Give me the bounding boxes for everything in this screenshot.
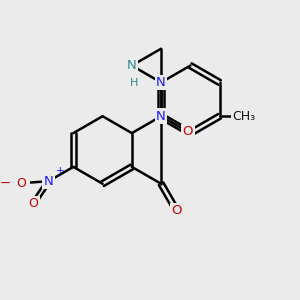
Text: N: N bbox=[127, 59, 137, 72]
Text: O: O bbox=[28, 197, 38, 210]
Text: H: H bbox=[130, 78, 138, 88]
Text: CH₃: CH₃ bbox=[232, 110, 255, 123]
Text: +: + bbox=[56, 166, 64, 176]
Text: O: O bbox=[171, 204, 182, 217]
Text: O: O bbox=[16, 177, 26, 190]
Text: O: O bbox=[183, 125, 193, 138]
Text: −: − bbox=[0, 177, 11, 190]
Text: N: N bbox=[156, 110, 166, 123]
Text: N: N bbox=[156, 76, 166, 89]
Text: N: N bbox=[44, 175, 53, 188]
